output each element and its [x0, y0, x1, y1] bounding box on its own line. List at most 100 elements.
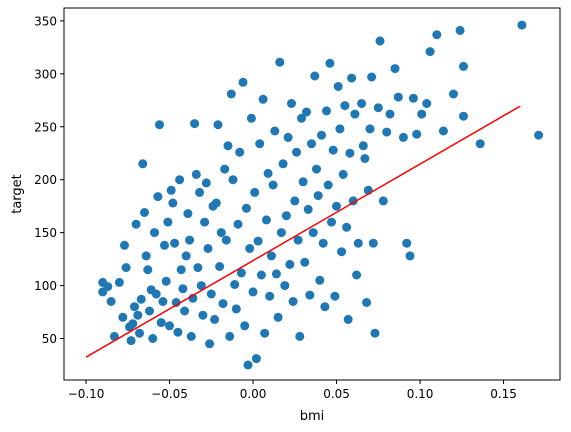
plot-frame — [63, 7, 561, 381]
data-point — [210, 314, 220, 324]
data-point — [459, 111, 468, 121]
data-point — [271, 269, 281, 279]
data-point — [150, 228, 159, 238]
data-point — [307, 139, 316, 149]
data-point — [265, 291, 275, 301]
data-point — [358, 141, 368, 151]
data-point — [300, 257, 310, 267]
data-point — [412, 129, 422, 139]
data-point — [347, 73, 357, 83]
data-point — [200, 217, 210, 227]
x-tick-label: 0.05 — [323, 387, 350, 401]
data-point — [233, 219, 243, 229]
y-axis-label: target — [10, 174, 25, 214]
data-point — [261, 215, 271, 225]
data-point — [238, 77, 248, 87]
data-point — [185, 235, 195, 245]
data-point — [310, 71, 320, 81]
data-point — [345, 148, 355, 158]
x-axis-label: bmi — [300, 409, 325, 424]
data-point — [455, 25, 465, 35]
data-point — [180, 306, 190, 316]
data-point — [290, 196, 300, 206]
data-point — [106, 297, 116, 306]
data-point — [298, 177, 308, 187]
y-tick-label: 350 — [34, 14, 57, 28]
data-point — [175, 175, 185, 185]
data-point — [273, 312, 283, 322]
data-point — [171, 298, 181, 307]
data-point — [190, 119, 200, 129]
data-point — [228, 175, 238, 185]
data-point — [201, 178, 211, 188]
data-point — [213, 120, 223, 130]
data-point — [211, 198, 221, 208]
x-tick-label: 0.10 — [407, 387, 434, 401]
data-point — [352, 270, 362, 280]
data-point — [248, 287, 258, 297]
data-point — [205, 339, 215, 349]
data-point — [297, 113, 306, 123]
data-point — [220, 164, 230, 174]
data-point — [256, 270, 266, 280]
data-point — [315, 275, 325, 285]
data-point — [143, 265, 153, 275]
data-point — [390, 64, 400, 74]
data-point — [148, 334, 158, 343]
data-point — [276, 228, 286, 238]
data-point — [288, 297, 298, 306]
data-point — [283, 132, 293, 142]
data-point — [375, 36, 385, 46]
data-point — [181, 251, 191, 261]
data-point — [332, 201, 341, 211]
data-point — [275, 57, 285, 67]
y-tick-label: 200 — [34, 173, 57, 187]
x-axis-ticks: −0.10 −0.05 0.00 0.05 0.10 0.15 — [68, 380, 517, 401]
data-point — [133, 310, 143, 320]
data-point — [226, 89, 236, 99]
data-point — [155, 120, 164, 130]
data-point — [287, 99, 296, 108]
data-point — [225, 331, 235, 341]
data-point — [333, 82, 343, 91]
data-point — [151, 289, 161, 299]
data-point — [223, 141, 233, 151]
y-tick-label: 150 — [34, 226, 57, 240]
data-point — [183, 209, 193, 219]
data-point — [270, 126, 280, 136]
data-point — [318, 238, 328, 248]
data-point — [382, 127, 392, 137]
data-point — [313, 191, 323, 201]
data-point — [165, 321, 174, 331]
data-point — [260, 328, 270, 338]
data-point — [308, 228, 318, 238]
data-point — [368, 238, 378, 248]
data-point — [235, 147, 245, 157]
data-point — [245, 244, 255, 253]
data-point — [302, 107, 311, 117]
x-tick-label: −0.10 — [68, 387, 105, 401]
data-point — [170, 238, 180, 248]
data-point — [121, 263, 131, 273]
data-point — [357, 99, 367, 108]
data-point — [163, 217, 173, 227]
data-point — [243, 360, 253, 370]
data-point — [312, 164, 321, 174]
data-point — [342, 222, 352, 232]
data-point — [367, 72, 377, 82]
data-point — [422, 99, 432, 108]
data-point — [303, 204, 313, 214]
data-point — [343, 314, 353, 324]
data-point — [160, 240, 169, 250]
data-point — [114, 277, 124, 287]
data-point — [295, 331, 305, 341]
data-point — [191, 169, 201, 179]
data-point — [215, 262, 225, 271]
data-point — [128, 319, 138, 329]
data-point — [118, 312, 128, 322]
data-point — [218, 299, 228, 309]
x-tick-label: −0.05 — [151, 387, 188, 401]
data-point — [337, 247, 347, 257]
data-point — [373, 103, 383, 113]
